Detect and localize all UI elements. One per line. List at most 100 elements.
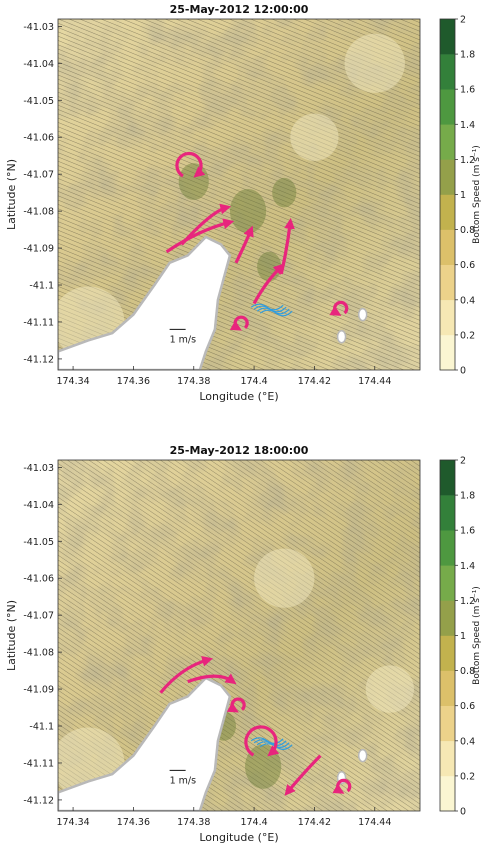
flow-arrow <box>279 217 295 275</box>
flow-arrow <box>180 203 232 246</box>
colorbar-tick-label: 1.8 <box>460 491 475 502</box>
colorbar-bin <box>440 635 455 671</box>
y-tick-label: -41.1 <box>29 722 54 733</box>
colorbar-tick-label: 1.4 <box>460 561 475 572</box>
x-tick-label: 174.4 <box>240 376 267 387</box>
colorbar-bin <box>440 775 455 812</box>
y-tick-label: -41.06 <box>23 574 54 585</box>
axes-frame <box>57 459 421 812</box>
x-axis-label: Longitude (°E) <box>199 831 278 844</box>
colorbar-bin <box>440 740 455 777</box>
colorbar-tick-label: 1.6 <box>460 85 475 96</box>
flow-arrow <box>165 218 235 254</box>
colorbar-tick-label: 0 <box>460 366 466 377</box>
colorbar-tick-label: 1 <box>460 190 466 201</box>
colorbar-bin <box>440 705 455 742</box>
high-speed-patch <box>178 163 209 201</box>
high-speed-patch <box>229 188 267 234</box>
eddy-arrow <box>332 778 352 794</box>
plot-area <box>58 19 420 370</box>
x-tick-label: 174.38 <box>177 817 210 828</box>
colorbar-bin <box>440 670 455 706</box>
colorbar-tick-label: 0.2 <box>460 330 475 341</box>
x-tick-label: 174.42 <box>298 376 331 387</box>
y-tick-label: -41.04 <box>23 500 54 511</box>
low-speed-patch <box>290 113 339 161</box>
high-speed-patch <box>272 177 297 208</box>
panel-2: 25-May-2012 18:00:00 1 m/s 174.34 174.36 174… <box>5 444 482 844</box>
colorbar-bin <box>440 124 455 160</box>
y-tick-label: -41.1 <box>29 281 54 292</box>
flow-arrow <box>234 225 254 264</box>
colorbar-bin <box>440 264 455 301</box>
x-tick-label: 174.44 <box>358 817 391 828</box>
x-tick-label: 174.34 <box>56 817 89 828</box>
panel-1: 25-May-2012 12:00:00 1 m/s 174.34 174.36 174… <box>5 3 482 403</box>
y-tick-label: -41.03 <box>23 463 54 474</box>
panel-title: 25-May-2012 12:00:00 <box>170 3 309 16</box>
y-tick-label: -41.08 <box>23 207 54 218</box>
y-tick-label: -41.12 <box>23 354 54 365</box>
turbine-trace <box>259 309 293 317</box>
eddy-arrow <box>329 300 349 316</box>
colorbar-tick-label: 1.6 <box>460 526 475 537</box>
colorbar-bin <box>440 229 455 265</box>
island <box>357 307 368 322</box>
colorbar-bin <box>440 19 455 55</box>
colorbar-bin <box>440 530 455 566</box>
colorbar-bin <box>440 89 455 125</box>
colorbar-tick-label: 1 <box>460 631 466 642</box>
y-tick-label: -41.05 <box>23 537 54 548</box>
x-tick-label: 174.36 <box>117 817 150 828</box>
y-axis-label: Latitude (°N) <box>5 159 18 230</box>
y-tick-label: -41.08 <box>23 648 54 659</box>
x-axis-label: Longitude (°E) <box>199 390 278 403</box>
eddy-arrow <box>244 725 280 757</box>
y-tick-label: -41.06 <box>23 133 54 144</box>
x-tick-label: 174.34 <box>56 376 89 387</box>
y-tick-label: -41.11 <box>23 758 54 769</box>
island <box>336 329 347 344</box>
x-tick-label: 174.44 <box>358 376 391 387</box>
colorbar-tick-label: 0 <box>460 807 466 818</box>
island <box>357 748 368 763</box>
land-mass <box>58 235 232 370</box>
colorbar-bin <box>440 54 455 90</box>
low-speed-patch <box>344 33 405 93</box>
y-tick-label: -41.05 <box>23 96 54 107</box>
colorbar-bin <box>440 600 455 636</box>
flow-arrow <box>159 655 214 694</box>
y-tick-label: -41.09 <box>23 244 54 255</box>
y-axis-label: Latitude (°N) <box>5 600 18 671</box>
colorbar-tick-label: 0.4 <box>460 736 475 747</box>
scale-vector-label: 1 m/s <box>170 775 197 786</box>
eddy-arrow <box>175 151 206 178</box>
colorbar-tick-label: 1.2 <box>460 596 475 607</box>
colorbar-tick-label: 1.4 <box>460 120 475 131</box>
low-speed-patch <box>254 548 315 608</box>
flow-arrow <box>252 263 285 305</box>
colorbar-tick-label: 0.2 <box>460 771 475 782</box>
colorbar-tick-label: 0.8 <box>460 666 475 677</box>
colorbar-tick-label: 0.8 <box>460 225 475 236</box>
x-tick-label: 174.4 <box>240 817 267 828</box>
colorbar-label: Bottom Speed (m s⁻¹) <box>472 586 482 685</box>
high-speed-patch <box>257 251 282 282</box>
axes-frame <box>57 18 421 371</box>
panel-title: 25-May-2012 18:00:00 <box>170 444 309 457</box>
y-tick-label: -41.03 <box>23 22 54 33</box>
plot-area <box>58 460 420 811</box>
colorbar-tick-label: 0.6 <box>460 701 475 712</box>
colorbar-bin <box>440 460 455 496</box>
colorbar-tick-label: 1.2 <box>460 155 475 166</box>
colorbar-tick-label: 1.8 <box>460 50 475 61</box>
colorbar-label: Bottom Speed (m s⁻¹) <box>472 145 482 244</box>
colorbar-tick-label: 2 <box>460 15 466 26</box>
flow-arrow <box>187 673 237 685</box>
colorbar-bin <box>440 334 455 371</box>
eddy-arrow <box>226 697 246 713</box>
scale-vector-label: 1 m/s <box>170 334 197 345</box>
flow-arrow <box>284 754 322 796</box>
x-tick-label: 174.38 <box>177 376 210 387</box>
